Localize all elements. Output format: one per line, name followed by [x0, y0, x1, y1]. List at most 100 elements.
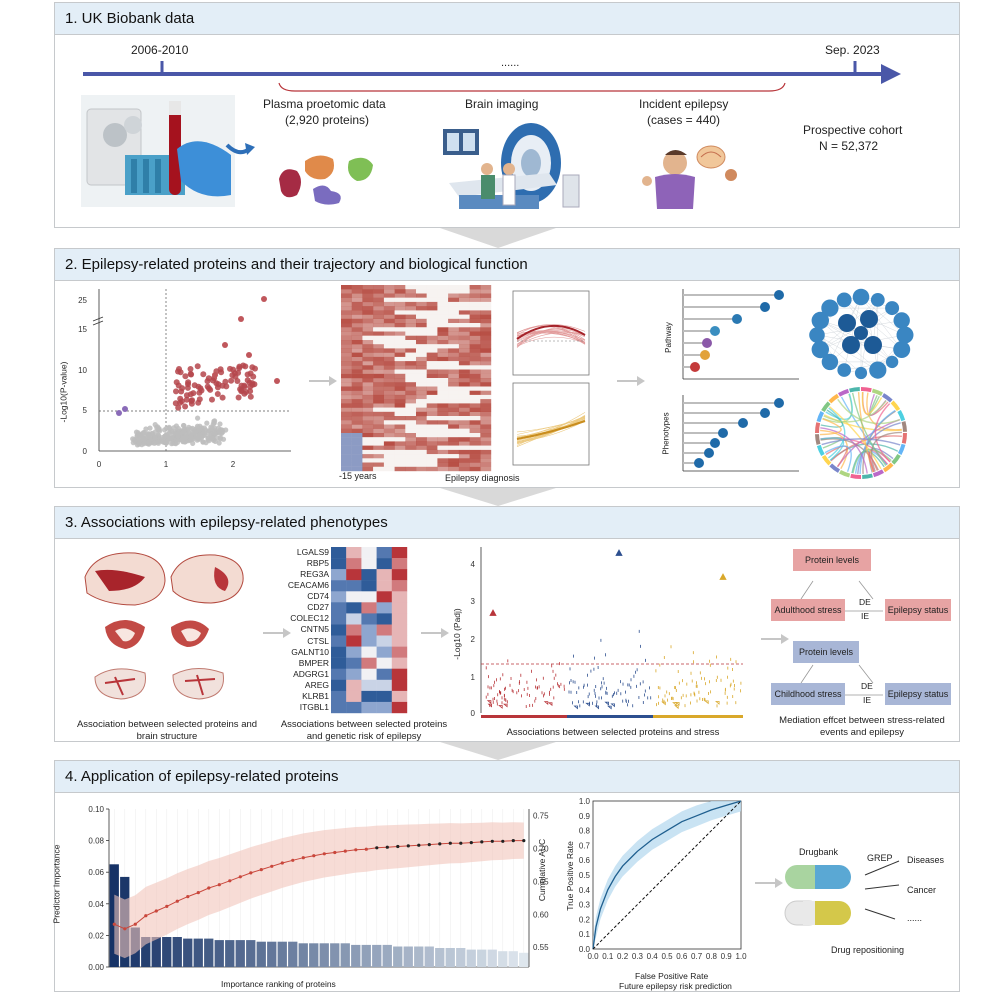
lollipop-pathway-label: Pathway — [663, 322, 673, 353]
heatmap-cell — [341, 297, 352, 303]
gene-heat-cell — [346, 580, 362, 592]
heatmap-cell — [469, 445, 481, 450]
heatmap-cell — [480, 356, 492, 362]
heatmap-cell — [480, 310, 492, 315]
stress-point — [573, 705, 578, 710]
med-epilepsy-box-adult: Epilepsy status — [885, 599, 951, 621]
heatmap-cell — [469, 301, 481, 307]
heatmap-cell — [362, 348, 374, 353]
roc-ytick-label: 0.7 — [579, 841, 591, 850]
heatmap-cell — [394, 352, 406, 357]
med-protein-box-child: Protein levels — [793, 641, 859, 663]
heatmap-cell — [373, 344, 384, 349]
auc-point — [291, 858, 295, 862]
gene-heat-cell — [346, 690, 362, 703]
heatmap-cell — [362, 433, 374, 438]
heatmap-cell — [480, 407, 492, 412]
heatmap-cell — [341, 373, 352, 379]
chord-ribbon — [866, 392, 902, 431]
heatmap-cell — [416, 437, 427, 442]
gene-heat-cell — [391, 690, 408, 703]
heatmap-cell — [373, 335, 384, 341]
heatmap-cell — [351, 365, 363, 370]
roc-ytick-label: 0.6 — [579, 856, 591, 865]
heatmap-cell — [373, 386, 384, 391]
heatmap-cell — [480, 462, 492, 467]
trajectory-line — [516, 332, 586, 347]
volcano-point — [190, 440, 196, 446]
stress-point — [704, 700, 709, 705]
heatmap-cell — [469, 386, 481, 391]
chord-arc — [816, 444, 825, 457]
heatmap-cell — [383, 458, 395, 463]
heatmap-cell — [448, 390, 459, 396]
heatmap-cell — [480, 301, 492, 307]
heatmap-cell — [416, 310, 427, 315]
importance-bar — [277, 941, 287, 967]
heatmap-cell — [437, 352, 449, 357]
heatmap-cell — [416, 454, 427, 459]
heatmap-cell — [405, 318, 417, 324]
heatmap-cell — [362, 297, 374, 303]
heatmap-cell — [426, 310, 438, 315]
volcano-point-sig — [234, 378, 241, 384]
heatmap-cell — [394, 369, 406, 374]
heatmap-cell — [448, 382, 459, 387]
heatmap-cell — [341, 437, 352, 442]
heatmap-cell — [341, 458, 352, 463]
heatmap-cell — [426, 458, 438, 463]
gene-label-column: LGALS9 RBP5 REG3A CEACAM6 CD74 CD27 COLEC12 CNT… — [281, 547, 329, 713]
volcano-point-down — [116, 410, 122, 416]
gene-heat-cell — [391, 646, 408, 658]
heatmap-cell — [351, 369, 363, 374]
heatmap-cell — [458, 301, 470, 307]
heatmap-cell — [405, 306, 417, 311]
heatmap-cell — [394, 356, 406, 362]
heatmap-cell — [416, 445, 427, 450]
heatmap-cell — [351, 323, 363, 328]
y2-tick-label: 0.75 — [533, 812, 549, 821]
heatmap-cell — [341, 352, 352, 357]
volcano-point — [156, 426, 162, 432]
heatmap-cell — [405, 407, 417, 412]
y-tick-label: 0.04 — [88, 900, 104, 909]
lollipop-dot — [710, 438, 720, 448]
volcano-point-sig — [214, 391, 221, 397]
heatmap-cell — [448, 348, 459, 353]
heatmap-cell — [458, 407, 470, 412]
network-node — [896, 326, 914, 344]
heatmap-cell — [469, 378, 481, 383]
gene-heat-cell — [376, 558, 392, 570]
heatmap-cell — [405, 323, 417, 328]
volcano-point — [162, 427, 168, 433]
heatmap-cell — [437, 466, 449, 472]
heatmap-cell — [341, 327, 352, 332]
gene-heat-cell — [361, 646, 377, 658]
auc-point — [364, 847, 368, 851]
volcano-ytick-15: 15 — [78, 325, 87, 334]
roc-xtick-label: 1.0 — [735, 952, 747, 961]
network-edge — [844, 361, 893, 371]
heatmap-cell — [383, 441, 395, 446]
lollipop-dot — [774, 290, 784, 300]
heatmap-cell — [362, 437, 374, 442]
gene-heat-cell — [361, 558, 377, 570]
heatmap-cell — [469, 361, 481, 366]
heatmap-cell — [426, 390, 438, 396]
gene-heat-cell — [376, 635, 392, 647]
heatmap-cell — [458, 344, 470, 349]
stress-ytick-3: 3 — [471, 597, 476, 606]
trajectory-line — [516, 324, 586, 333]
heatmap-cell — [416, 390, 427, 396]
heat-left-label: -15 years — [339, 471, 377, 481]
gene-label: CNTN5 — [300, 624, 329, 635]
heatmap-cell — [405, 458, 417, 463]
heatmap-cell — [426, 352, 438, 357]
network-node — [809, 327, 825, 343]
genetic-caption: Associations between selected proteins a… — [280, 719, 448, 742]
importance-bar — [288, 941, 298, 967]
heatmap-cell — [448, 344, 459, 349]
heatmap-cell — [405, 352, 417, 357]
heatmap-cell — [351, 361, 363, 366]
heatmap-cell — [341, 318, 352, 324]
